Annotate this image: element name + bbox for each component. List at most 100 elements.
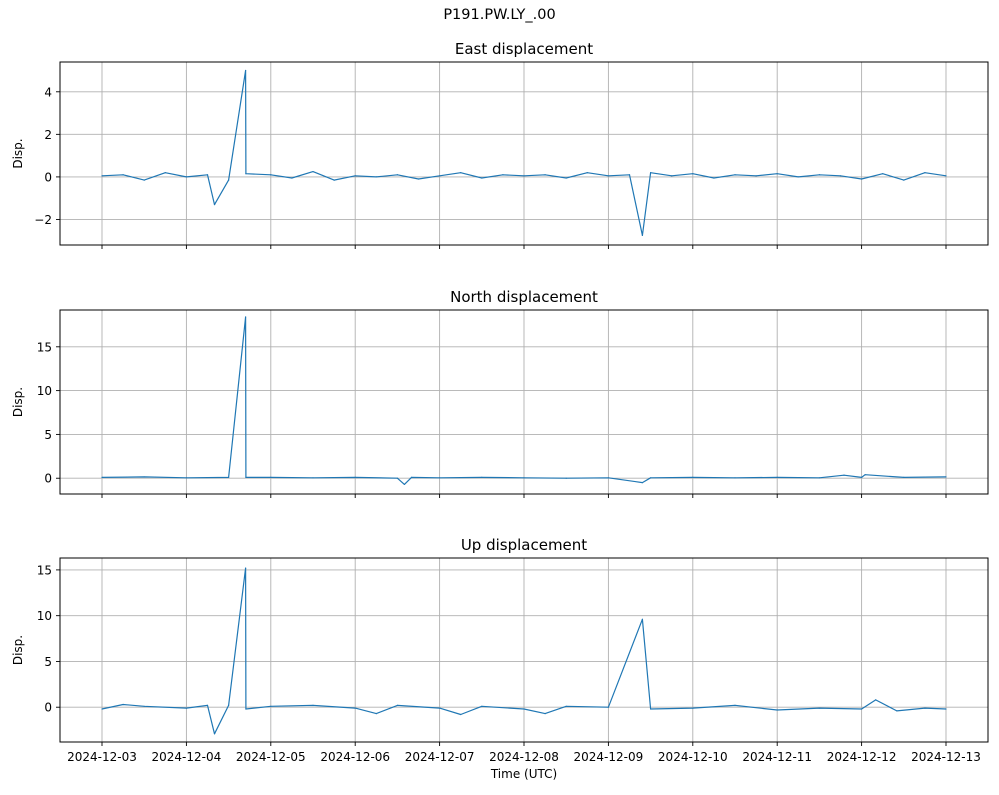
data-point xyxy=(692,707,694,709)
x-tick-label: 2024-12-09 xyxy=(574,750,644,764)
data-point xyxy=(481,177,483,179)
data-point xyxy=(861,476,863,478)
data-point xyxy=(122,174,124,176)
data-point xyxy=(481,476,483,478)
data-point xyxy=(164,172,166,174)
x-tick-label: 2024-12-06 xyxy=(320,750,390,764)
data-point xyxy=(213,203,216,206)
data-point xyxy=(333,179,335,181)
y-tick-label: 15 xyxy=(37,563,52,577)
data-point xyxy=(692,476,694,478)
data-point xyxy=(896,710,898,712)
data-point xyxy=(403,483,406,485)
data-point xyxy=(875,699,877,701)
data-point xyxy=(213,733,216,735)
x-tick-label: 2024-12-04 xyxy=(152,750,222,764)
data-point xyxy=(101,175,103,177)
data-point xyxy=(143,179,145,181)
y-tick-label: 10 xyxy=(37,609,52,623)
y-tick-label: 0 xyxy=(44,701,52,715)
data-point xyxy=(143,476,145,478)
data-point xyxy=(523,175,525,177)
data-point xyxy=(945,708,947,710)
data-point xyxy=(206,704,209,706)
axes-frame xyxy=(59,309,989,495)
series-line xyxy=(101,316,947,485)
data-point xyxy=(244,316,247,318)
panel-title: East displacement xyxy=(455,40,593,58)
data-point xyxy=(270,705,272,707)
data-point xyxy=(628,174,631,176)
data-point xyxy=(375,176,377,178)
x-tick-label: 2024-12-03 xyxy=(67,750,137,764)
data-point xyxy=(122,703,124,706)
data-point xyxy=(843,474,845,476)
data-point xyxy=(354,476,356,478)
data-point xyxy=(650,708,652,710)
data-point xyxy=(228,476,230,478)
data-point xyxy=(523,477,525,479)
data-point xyxy=(861,178,863,180)
data-point xyxy=(460,172,462,174)
data-point xyxy=(864,474,866,476)
data-point xyxy=(244,69,247,72)
y-axis-label: Disp. xyxy=(11,635,25,665)
data-point xyxy=(410,476,413,478)
data-point xyxy=(818,174,821,176)
figure-title: P191.PW.LY_.00 xyxy=(443,7,556,23)
x-tick-label: 2024-12-07 xyxy=(405,750,475,764)
data-point xyxy=(270,476,272,478)
data-point xyxy=(245,173,247,175)
data-point xyxy=(818,707,821,709)
data-point xyxy=(924,707,926,709)
x-tick-label: 2024-12-10 xyxy=(658,750,728,764)
data-point xyxy=(185,176,187,178)
data-point xyxy=(396,477,398,479)
series-line xyxy=(101,69,947,236)
data-point xyxy=(607,477,610,479)
data-point xyxy=(245,476,247,478)
data-point xyxy=(755,175,757,177)
data-point xyxy=(650,477,652,479)
x-tick-label: 2024-12-13 xyxy=(911,750,981,764)
data-point xyxy=(439,477,441,479)
data-point xyxy=(713,177,715,179)
data-point xyxy=(544,174,546,176)
data-point xyxy=(839,175,842,177)
data-point xyxy=(945,476,947,478)
axes-frame xyxy=(59,557,989,743)
y-tick-label: 0 xyxy=(44,170,52,184)
x-tick-label: 2024-12-12 xyxy=(827,750,897,764)
data-point xyxy=(734,477,736,479)
data-point xyxy=(692,173,694,175)
data-point xyxy=(544,713,546,715)
data-point xyxy=(439,175,441,177)
data-point xyxy=(143,705,145,707)
y-tick-label: 5 xyxy=(44,428,52,442)
y-axis-label: Disp. xyxy=(11,387,25,417)
x-tick-label: 2024-12-05 xyxy=(236,750,306,764)
data-point xyxy=(776,173,778,175)
x-tick-label: 2024-12-11 xyxy=(742,750,812,764)
data-point xyxy=(312,477,314,479)
data-point xyxy=(734,174,736,176)
data-point xyxy=(270,174,272,176)
data-point xyxy=(650,172,652,174)
data-point xyxy=(797,176,799,178)
data-point xyxy=(312,170,314,173)
data-point xyxy=(417,178,420,180)
data-point xyxy=(607,706,610,708)
x-axis-label: Time (UTC) xyxy=(490,767,557,781)
data-point xyxy=(439,707,441,709)
data-point xyxy=(101,476,103,478)
data-point xyxy=(945,175,947,177)
data-point xyxy=(228,179,230,181)
data-point xyxy=(502,174,504,176)
data-point xyxy=(228,704,230,706)
axes-frame xyxy=(59,61,989,246)
data-point xyxy=(776,476,778,478)
data-point xyxy=(354,175,356,177)
y-tick-label: −2 xyxy=(34,213,52,227)
data-point xyxy=(312,704,314,706)
